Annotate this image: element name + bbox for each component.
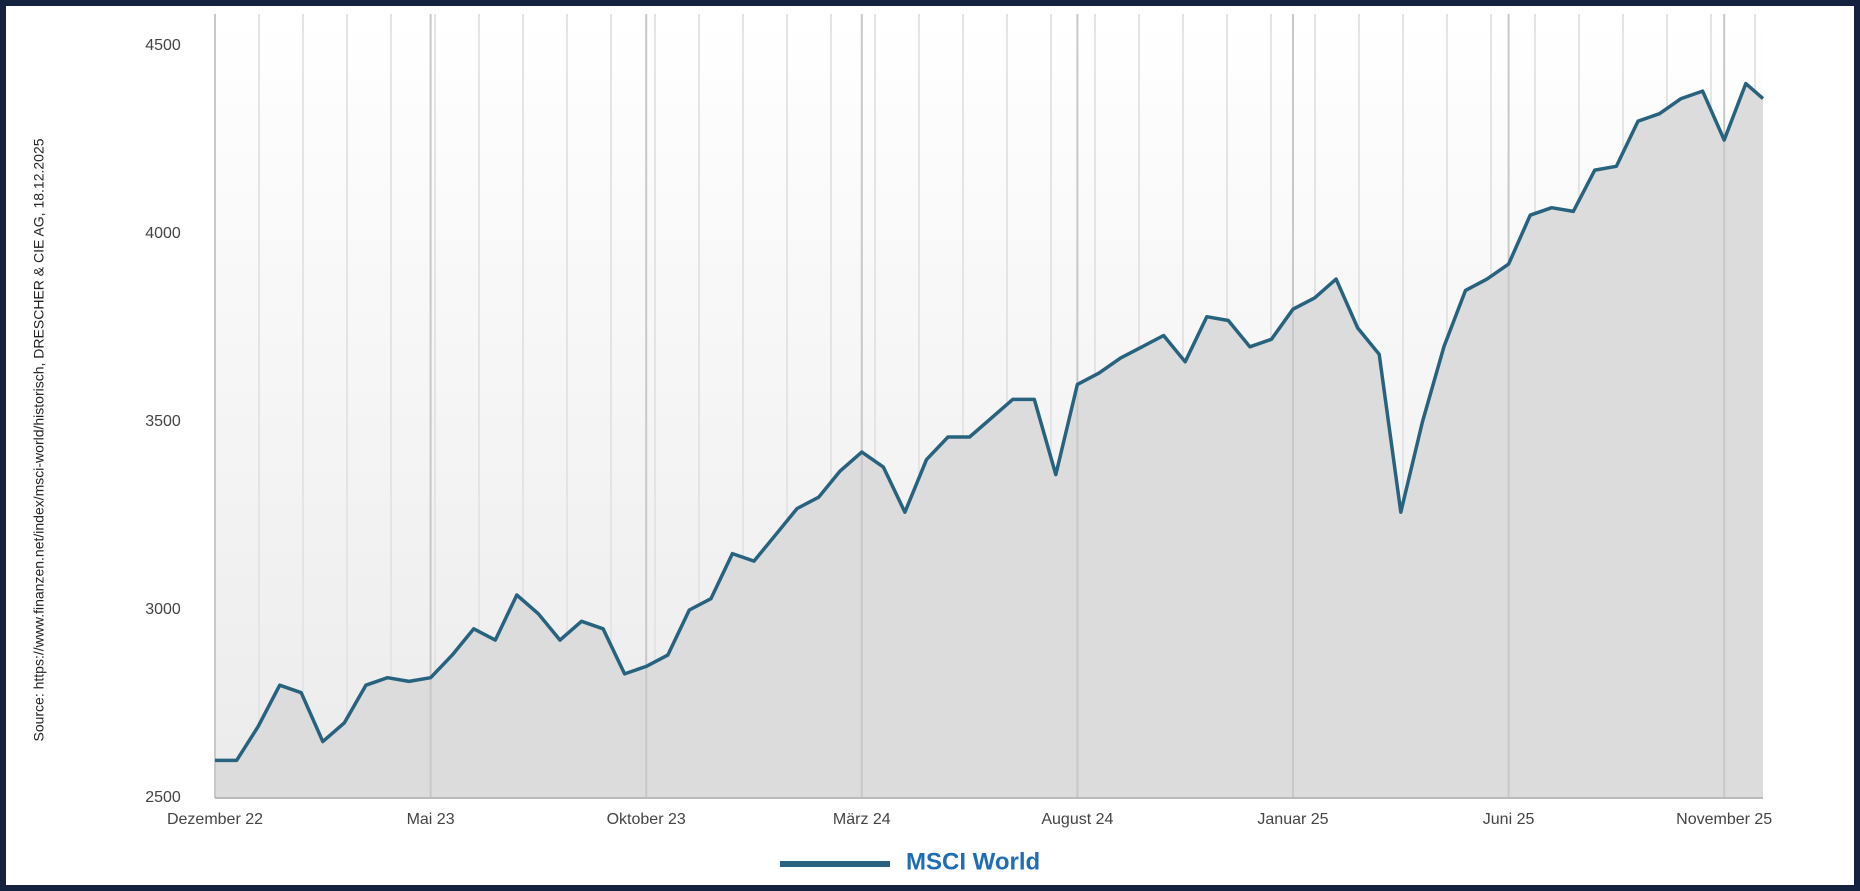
x-tick-label: November 25 xyxy=(1676,811,1772,828)
y-tick-label: 3000 xyxy=(145,601,181,618)
y-tick-label: 4500 xyxy=(145,37,181,54)
y-tick-label: 3500 xyxy=(145,413,181,430)
legend-label: MSCI World xyxy=(906,848,1040,875)
x-tick-label: Januar 25 xyxy=(1257,811,1328,828)
x-tick-label: August 24 xyxy=(1041,811,1113,828)
y-tick-label: 2500 xyxy=(145,789,181,806)
source-note: Source: https://www.finanzen.net/index/m… xyxy=(31,138,47,741)
line xyxy=(215,81,1765,763)
x-tick-label: Juni 25 xyxy=(1483,811,1535,828)
x-tick-label: März 24 xyxy=(833,811,891,828)
area xyxy=(215,83,1763,799)
y-tick-label: 4000 xyxy=(145,225,181,242)
x-tick-label: Dezember 22 xyxy=(167,811,263,828)
x-tick-label: Mai 23 xyxy=(407,811,455,828)
x-tick-label: Oktober 23 xyxy=(607,811,686,828)
